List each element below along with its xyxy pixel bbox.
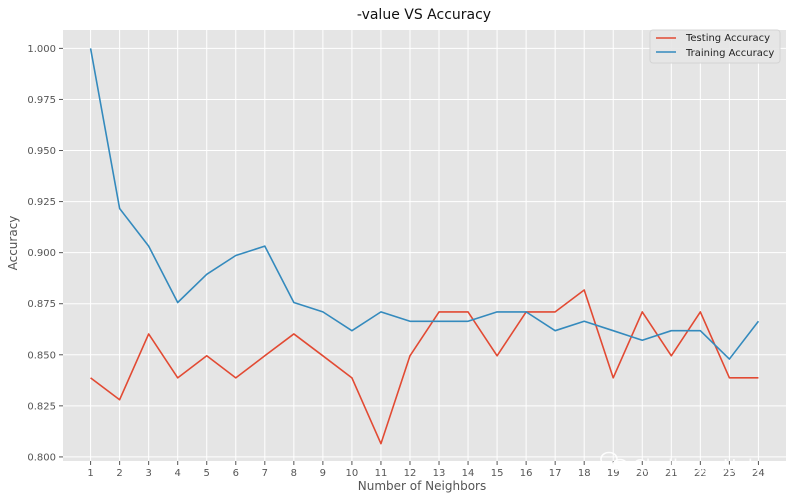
legend: Testing Accuracy Training Accuracy	[649, 29, 781, 64]
y-tick-label: 0.850	[27, 350, 56, 361]
x-tick-label: 7	[262, 468, 268, 479]
legend-box	[649, 29, 781, 64]
x-tick-label: 24	[752, 468, 765, 479]
series-line-testing-accuracy	[90, 289, 759, 445]
x-tick-label: 5	[204, 468, 210, 479]
x-tick-label: 2	[116, 468, 122, 479]
y-axis-title: Accuracy	[6, 216, 20, 271]
x-tick-label: 17	[549, 468, 562, 479]
x-tick-label: 9	[320, 468, 326, 479]
x-tick-label: 19	[607, 468, 620, 479]
series-lines	[89, 48, 760, 445]
y-tick-label: 1.000	[27, 44, 56, 55]
y-tick-label: 0.900	[27, 248, 56, 259]
x-tick-label: 13	[433, 468, 446, 479]
y-tick-label: 0.800	[27, 452, 56, 463]
plot-background	[63, 30, 786, 461]
chart-title: -value VS Accuracy	[357, 7, 491, 23]
x-tick-label: 21	[665, 468, 678, 479]
x-tick-label: 22	[694, 468, 707, 479]
x-tick-label: 18	[578, 468, 591, 479]
watermark-text: ChallengeHub	[633, 456, 759, 477]
x-tick-label: 1	[87, 468, 93, 479]
wechat-icon	[600, 451, 628, 472]
x-tick-label: 3	[145, 468, 151, 479]
grid	[63, 30, 786, 461]
x-axis-ticks: 1 2 3 4 5 6 7 8 9 10 11 12 13 14 15 16 17 18 19 20 21 22 23 24	[87, 461, 765, 479]
x-tick-label: 10	[346, 468, 359, 479]
legend-label-testing: Testing Accuracy	[685, 33, 770, 44]
legend-label-training: Training Accuracy	[685, 48, 774, 59]
x-tick-label: 12	[404, 468, 417, 479]
x-tick-label: 8	[291, 468, 297, 479]
x-tick-label: 15	[491, 468, 504, 479]
watermark: ChallengeHub	[600, 451, 759, 477]
y-tick-label: 0.950	[27, 146, 56, 157]
x-tick-label: 16	[520, 468, 533, 479]
x-tick-label: 20	[636, 468, 649, 479]
y-tick-label: 0.825	[27, 401, 56, 412]
x-tick-label: 6	[233, 468, 239, 479]
x-tick-label: 23	[723, 468, 736, 479]
y-axis-ticks: 0.800 0.825 0.850 0.875 0.900 0.925 0.950 0.975…	[27, 44, 63, 463]
x-tick-label: 14	[462, 468, 475, 479]
y-tick-label: 0.925	[27, 197, 56, 208]
y-tick-label: 0.975	[27, 95, 56, 106]
y-tick-label: 0.875	[27, 299, 56, 310]
x-tick-label: 11	[375, 468, 388, 479]
series-line-training-accuracy	[89, 48, 760, 360]
x-tick-label: 4	[175, 468, 181, 479]
x-axis-title: Number of Neighbors	[358, 479, 486, 493]
